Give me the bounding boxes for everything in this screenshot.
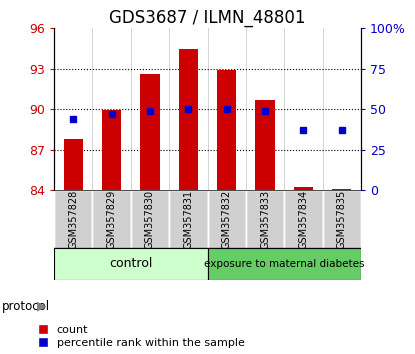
Text: exposure to maternal diabetes: exposure to maternal diabetes: [204, 259, 364, 269]
Text: protocol: protocol: [2, 300, 50, 313]
Bar: [208, 190, 246, 248]
Bar: [93, 190, 131, 248]
Text: GSM357829: GSM357829: [107, 189, 117, 249]
Bar: [294, 187, 313, 190]
Text: GSM357828: GSM357828: [68, 189, 78, 249]
Text: ▶: ▶: [37, 300, 47, 313]
Bar: [284, 190, 323, 248]
Bar: [256, 100, 275, 190]
Text: GSM357835: GSM357835: [337, 189, 347, 249]
Text: GSM357830: GSM357830: [145, 189, 155, 249]
Title: GDS3687 / ILMN_48801: GDS3687 / ILMN_48801: [109, 9, 306, 27]
Bar: [217, 70, 236, 190]
Bar: [54, 248, 208, 280]
Text: GSM357831: GSM357831: [183, 189, 193, 249]
Bar: [131, 190, 169, 248]
Text: GSM357834: GSM357834: [298, 189, 308, 249]
Bar: [63, 139, 83, 190]
Bar: [54, 190, 92, 248]
Legend: count, percentile rank within the sample: count, percentile rank within the sample: [39, 325, 244, 348]
Text: GSM357833: GSM357833: [260, 189, 270, 249]
Text: GSM357832: GSM357832: [222, 189, 232, 249]
Bar: [169, 190, 208, 248]
Bar: [332, 189, 352, 190]
Bar: [102, 110, 121, 190]
Bar: [179, 49, 198, 190]
Bar: [140, 74, 159, 190]
Bar: [323, 190, 361, 248]
Bar: [246, 190, 284, 248]
Bar: [208, 248, 361, 280]
Text: control: control: [109, 257, 152, 270]
